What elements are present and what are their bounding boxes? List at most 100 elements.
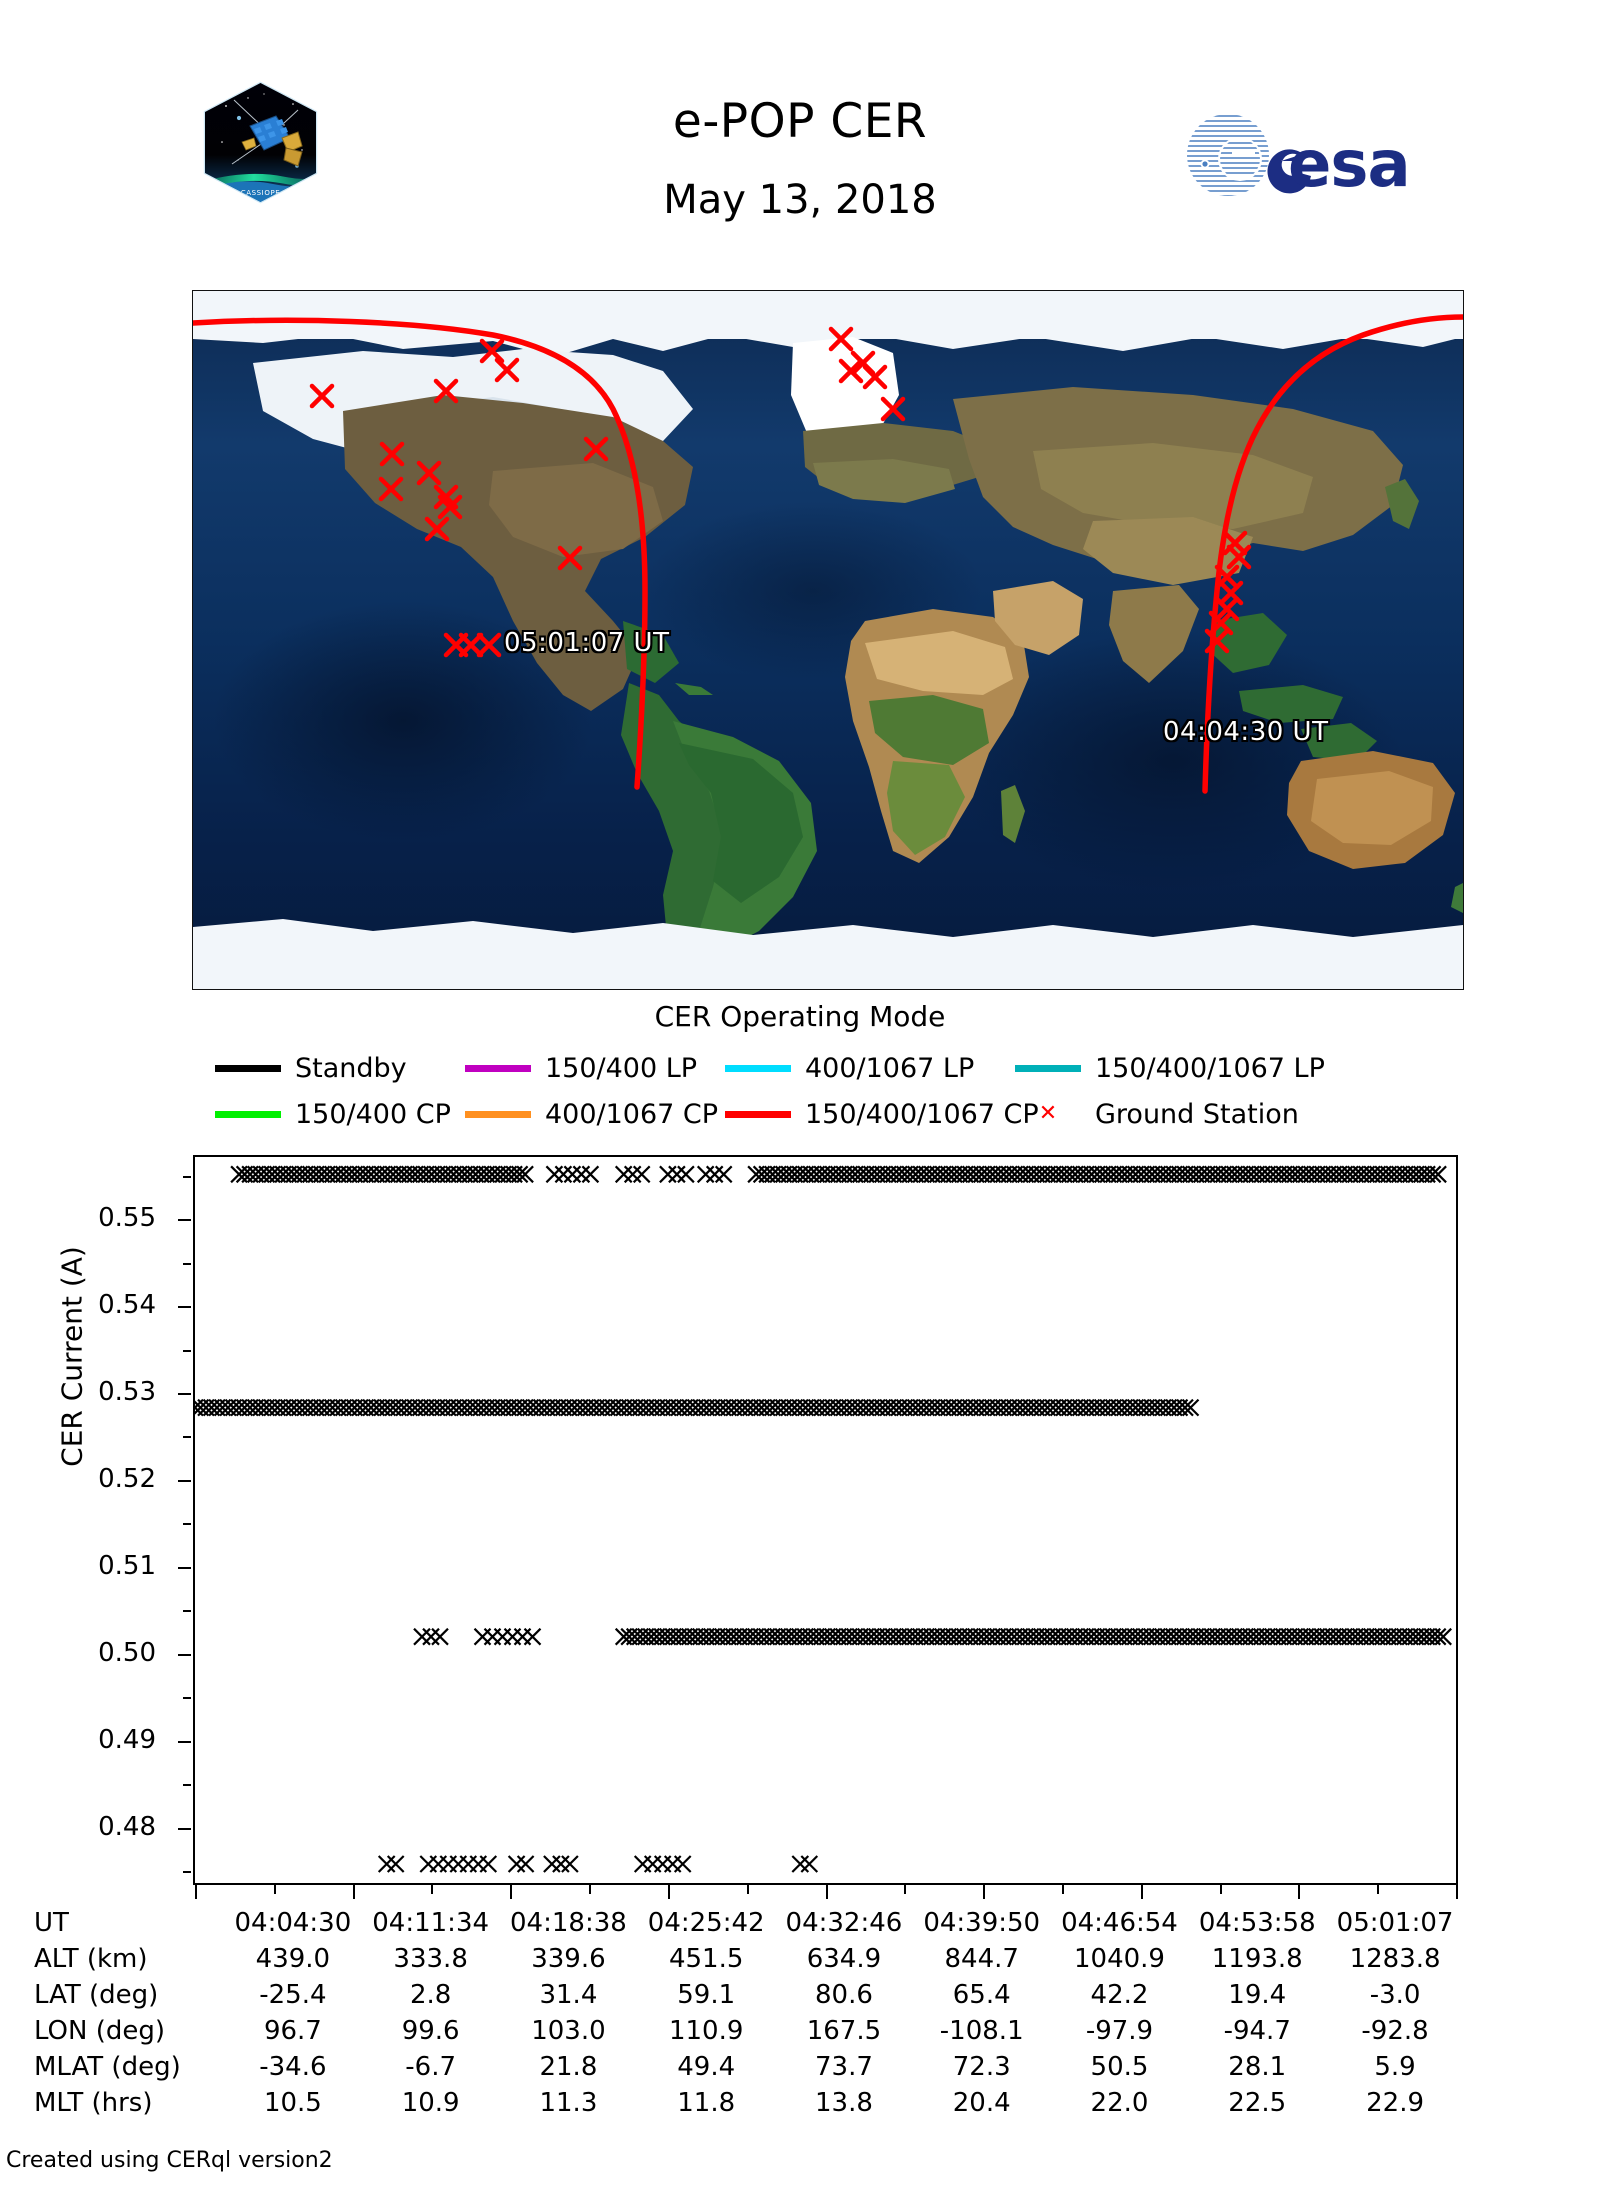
table-cell: 50.5	[1090, 2052, 1149, 2082]
y-tick-minor	[183, 1870, 191, 1873]
legend-swatch-150-400-lp	[465, 1064, 531, 1072]
legend-row-2: 150/400 CP 400/1067 CP 150/400/1067 CP ✕…	[0, 1091, 1600, 1137]
legend-item-150-400-1067-lp[interactable]: 150/400/1067 LP	[1015, 1053, 1325, 1084]
y-tick-minor	[183, 1349, 191, 1352]
table-cell: 04:46:54	[1061, 1908, 1178, 1938]
legend-item-ground-station[interactable]: ✕ Ground Station	[1015, 1099, 1299, 1130]
ground-station-markers	[309, 326, 1252, 658]
table-cell: 10.5	[263, 2088, 322, 2118]
legend-label-400-1067-lp: 400/1067 LP	[805, 1052, 975, 1084]
legend-label-150-400-1067-cp: 150/400/1067 CP	[805, 1098, 1039, 1130]
table-cell: 1193.8	[1211, 1944, 1303, 1974]
page-date: May 13, 2018	[663, 177, 937, 223]
x-tick-mark	[667, 1885, 670, 1899]
y-tick-mark	[178, 1740, 191, 1743]
table-cell: 844.7	[944, 1944, 1019, 1974]
map-start-time-label: 04:04:30 UT	[1163, 717, 1329, 747]
y-tick-mark	[178, 1479, 191, 1482]
table-cell: 19.4	[1228, 1980, 1287, 2010]
x-tick-minor	[746, 1885, 749, 1894]
legend-swatch-400-1067-cp	[465, 1110, 531, 1118]
x-tick-minor	[589, 1885, 592, 1894]
scatter-plot-svg	[195, 1165, 1452, 1873]
legend-swatch-150-400-1067-lp	[1015, 1064, 1081, 1072]
y-tick-mark	[178, 1306, 191, 1309]
page-title: e-POP CER	[672, 94, 928, 149]
ground-track-left	[193, 317, 648, 790]
x-tick-mark	[1456, 1885, 1458, 1899]
table-cell: -25.4	[259, 1980, 327, 2010]
legend-item-400-1067-cp[interactable]: 400/1067 CP	[465, 1099, 725, 1130]
cassiope-logo: CASSIOPE	[198, 80, 323, 205]
table-row: MLT (hrs) 10.5 10.9 11.3 11.8 13.8 20.4 22.0 22.…	[34, 2085, 1464, 2121]
legend-label-standby: Standby	[295, 1052, 407, 1084]
table-row-label: UT	[34, 1908, 69, 1938]
table-cell: 04:39:50	[923, 1908, 1041, 1938]
table-cell: 04:53:58	[1198, 1908, 1316, 1938]
table-cell: 04:25:42	[647, 1908, 765, 1938]
table-cell: 439.0	[255, 1944, 331, 1974]
table-cell: 49.4	[677, 2052, 736, 2082]
table-cell: 11.3	[539, 2088, 598, 2118]
legend-label-150-400-cp: 150/400 CP	[295, 1098, 451, 1130]
legend-item-standby[interactable]: Standby	[215, 1053, 465, 1084]
table-cell: 1040.9	[1073, 1944, 1165, 1974]
table-row-label: ALT (km)	[34, 1944, 148, 1974]
legend-item-150-400-lp[interactable]: 150/400 LP	[465, 1053, 725, 1084]
table-cell: 13.8	[815, 2088, 873, 2118]
x-tick-mark	[1140, 1885, 1143, 1899]
y-tick-minor	[183, 1262, 191, 1265]
table-cell: 65.4	[952, 1980, 1011, 2010]
x-tick-minor	[1377, 1885, 1380, 1894]
y-tick-label: 0.48	[98, 1811, 156, 1842]
table-row: LAT (deg) -25.4 2.8 31.4 59.1 80.6 65.4 42.2 19.…	[34, 1977, 1464, 2013]
svg-text:esa: esa	[1288, 128, 1410, 198]
table-cell: 31.4	[539, 1980, 598, 2010]
x-tick-mark	[510, 1885, 513, 1899]
x-tick-minor	[1061, 1885, 1064, 1894]
table-cell: 22.5	[1228, 2088, 1287, 2118]
x-tick-mark	[195, 1885, 197, 1899]
x-tick-mark	[1298, 1885, 1301, 1899]
table-cell: 167.5	[806, 2016, 882, 2046]
table-cell: 20.4	[952, 2088, 1011, 2118]
table-row: ALT (km) 439.0 333.8 339.6 451.5 634.9 844.7 10…	[34, 1941, 1464, 1977]
table-cell: 04:32:46	[785, 1908, 903, 1938]
legend-item-400-1067-lp[interactable]: 400/1067 LP	[725, 1053, 1015, 1084]
table-cell: 339.6	[531, 1944, 606, 1974]
x-tick-minor	[273, 1885, 276, 1894]
cassiope-logo-svg: CASSIOPE	[203, 81, 318, 204]
x-tick-mark	[983, 1885, 986, 1899]
table-cell: -94.7	[1223, 2016, 1291, 2046]
y-tick-minor	[183, 1610, 191, 1613]
table-cell: 72.3	[952, 2052, 1011, 2082]
table-cell: -97.9	[1085, 2016, 1154, 2046]
y-tick-mark	[178, 1392, 191, 1395]
figure-header: CASSIOPE e-POP CER May 13, 2018	[0, 0, 1600, 250]
table-row: UT 04:04:30 04:11:34 04:18:38 04:25:42 04:32:…	[34, 1905, 1464, 1941]
y-tick-label: 0.53	[98, 1376, 156, 1407]
ground-station-x-icon: ✕	[1038, 1101, 1058, 1126]
legend-label-ground-station: Ground Station	[1095, 1098, 1299, 1130]
y-tick-label: 0.52	[98, 1463, 156, 1494]
y-tick-label: 0.54	[98, 1290, 156, 1321]
table-cell: 2.8	[409, 1980, 452, 2010]
legend-item-150-400-cp[interactable]: 150/400 CP	[215, 1099, 465, 1130]
legend: Standby 150/400 LP 400/1067 LP 150/400/1…	[0, 1045, 1600, 1137]
table-cell: -6.7	[405, 2052, 457, 2082]
esa-logo-svg: esa	[1187, 114, 1411, 202]
table-cell: -3.0	[1369, 1980, 1421, 2010]
table-cell: -108.1	[939, 2016, 1024, 2046]
legend-item-150-400-1067-cp[interactable]: 150/400/1067 CP	[725, 1099, 1039, 1130]
table-cell: 59.1	[677, 1980, 736, 2010]
table-row-label: MLAT (deg)	[34, 2052, 181, 2082]
svg-text:CASSIOPE: CASSIOPE	[241, 189, 281, 197]
table-cell: -92.8	[1361, 2016, 1429, 2046]
table-cell: 21.8	[539, 2052, 598, 2082]
y-tick-minor	[183, 1697, 191, 1700]
table-cell: 22.9	[1366, 2088, 1424, 2118]
ground-track-right	[1202, 314, 1463, 794]
y-tick-mark	[178, 1566, 191, 1569]
legend-swatch-standby	[215, 1064, 281, 1072]
table-cell: 28.1	[1228, 2052, 1287, 2082]
